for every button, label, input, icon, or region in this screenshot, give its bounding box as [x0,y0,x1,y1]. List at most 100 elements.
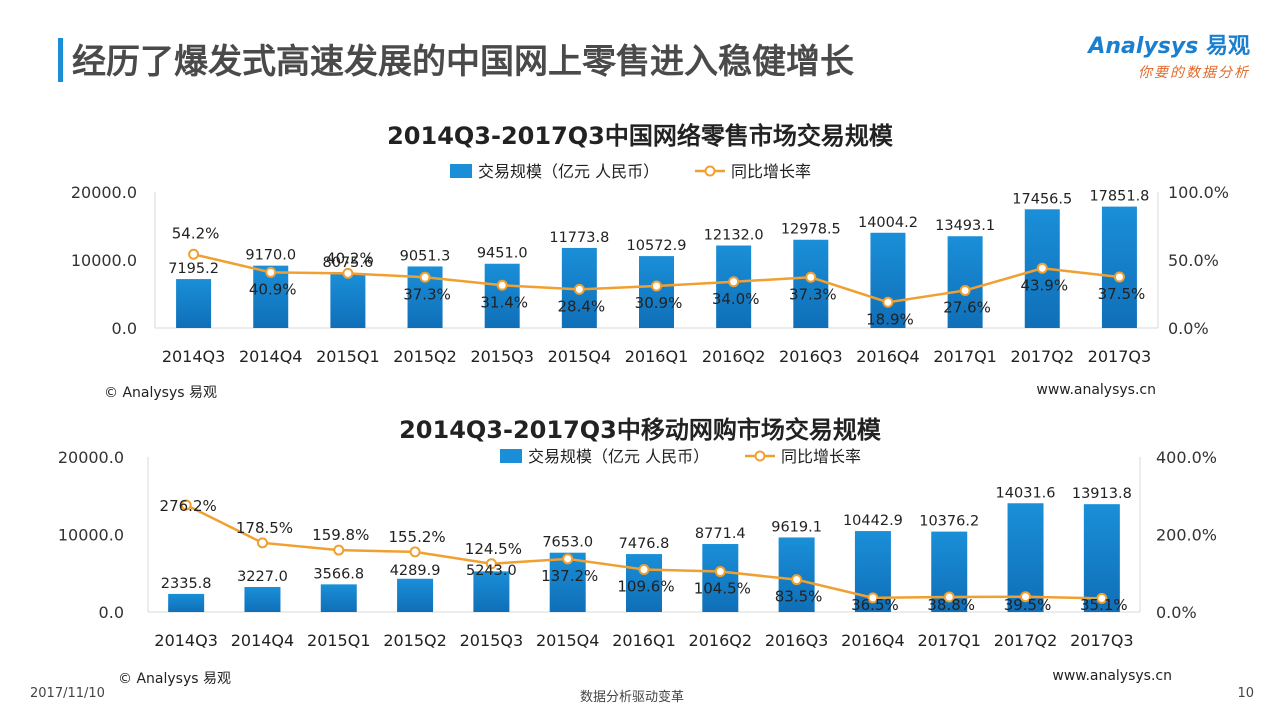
growth-point [1096,592,1108,604]
legend-bar-label: 交易规模（亿元 人民币） [478,162,659,181]
title-accent-bar [58,38,63,82]
bar [639,256,674,328]
bar [168,593,205,612]
page-title: 经历了爆发式高速发展的中国网上零售进入稳健增长 [72,42,854,82]
bar-value-label: 7653.0 [542,535,593,551]
growth-value-label: 28.4% [558,297,606,315]
growth-value-label: 124.5% [465,540,522,558]
x-tick: 2014Q3 [162,347,226,366]
growth-point [496,279,508,291]
footer-page-number: 10 [1237,686,1254,701]
bar [702,544,739,612]
bar-value-label: 13913.8 [1072,486,1132,502]
growth-value-label: 39.5% [1004,596,1052,614]
growth-point [805,271,817,283]
x-tick: 2015Q2 [383,631,447,650]
bar-value-label: 11773.8 [549,230,609,246]
y-right-tick: 400.0% [1156,448,1217,467]
growth-value-label: 36.5% [851,596,899,614]
growth-point [342,267,354,279]
y-right-tick: 50.0% [1168,251,1219,270]
growth-point [959,284,971,296]
x-tick: 2017Q2 [1011,347,1075,366]
growth-value-label: 276.2% [160,497,217,515]
x-tick: 2014Q4 [231,631,295,650]
growth-value-label: 38.8% [927,596,975,614]
growth-point [1036,262,1048,274]
bar [947,236,983,328]
growth-point [651,280,662,292]
x-tick: 2016Q4 [841,631,905,650]
x-tick: 2016Q1 [625,347,689,366]
growth-value-label: 159.8% [312,526,369,544]
bar-value-label: 9451.0 [477,246,528,262]
bar-value-label: 14004.2 [858,215,918,231]
bar-value-label: 7195.2 [168,261,219,277]
y-left-tick: 20000.0 [58,448,124,467]
growth-point [265,266,277,278]
bar-value-label: 2335.8 [161,576,212,592]
bar [484,263,520,328]
bar [473,571,510,612]
x-tick: 2015Q4 [536,631,600,650]
legend-line-marker [704,165,716,177]
chart-2-legend: 交易规模（亿元 人民币） 同比增长率 [500,447,861,466]
bar-value-label: 9619.1 [771,519,822,535]
bar-value-label: 7476.8 [619,536,670,552]
x-tick: 2016Q3 [765,631,829,650]
bar-value-label: 8075.6 [323,255,374,271]
bar [793,239,829,328]
chart2-credit-left: © Analysys 易观 [118,671,231,687]
chart-1-legend: 交易规模（亿元 人民币） 同比增长率 [450,162,811,181]
growth-value-label: 30.9% [635,294,683,312]
bar-value-label: 17456.5 [1012,191,1072,207]
bar-value-label: 14031.6 [996,485,1056,501]
chart1-credit-right: www.analysys.cn [1036,382,1156,398]
growth-value-label: 37.3% [403,285,451,303]
bar-value-label: 17851.8 [1089,189,1149,205]
chart2-credit-right: www.analysys.cn [1052,668,1172,684]
growth-value-label: 155.2% [388,528,445,546]
bar [397,578,434,612]
bar-value-label: 12978.5 [781,222,841,238]
y-right-tick: 200.0% [1156,526,1217,545]
growth-point [256,537,268,549]
x-tick: 2015Q1 [307,631,371,650]
bar-value-label: 4289.9 [390,563,441,579]
bar [1101,206,1137,328]
legend-bar-swatch [450,164,472,178]
growth-point [409,546,421,558]
x-tick: 2015Q3 [470,347,534,366]
x-tick: 2016Q2 [702,347,766,366]
growth-point [419,271,431,283]
growth-value-label: 83.5% [775,588,823,606]
growth-value-label: 54.2% [172,224,220,242]
bar-value-label: 10572.9 [627,238,687,254]
bar-value-label: 13493.1 [935,218,995,234]
growth-value-label: 40.9% [249,280,297,298]
legend-line-label: 同比增长率 [781,447,861,466]
y-left-tick: 10000.0 [71,251,137,270]
growth-point [638,564,650,576]
growth-value-label: 18.9% [866,310,914,328]
logo-brand: nalysys [1105,34,1199,59]
chart-1-title: 2014Q3-2017Q3中国网络零售市场交易规模 [387,122,894,150]
growth-point [791,574,803,586]
y-right-tick: 0.0% [1168,319,1209,338]
growth-point [867,592,879,604]
bar [176,279,212,328]
x-tick: 2017Q3 [1088,347,1152,366]
legend-line-marker [754,450,766,462]
growth-value-label: 109.6% [617,578,674,596]
chart-2-title: 2014Q3-2017Q3中移动网购市场交易规模 [399,416,882,444]
bar [626,554,662,612]
growth-value-label: 37.5% [1098,285,1146,303]
y-left-tick: 10000.0 [58,526,124,545]
bar [320,584,357,612]
legend-bar-label: 交易规模（亿元 人民币） [528,447,709,466]
logo-tagline: 你要的数据分析 [1138,65,1250,81]
legend-line-label: 同比增长率 [731,162,811,181]
bar-value-label: 9170.0 [245,248,296,264]
